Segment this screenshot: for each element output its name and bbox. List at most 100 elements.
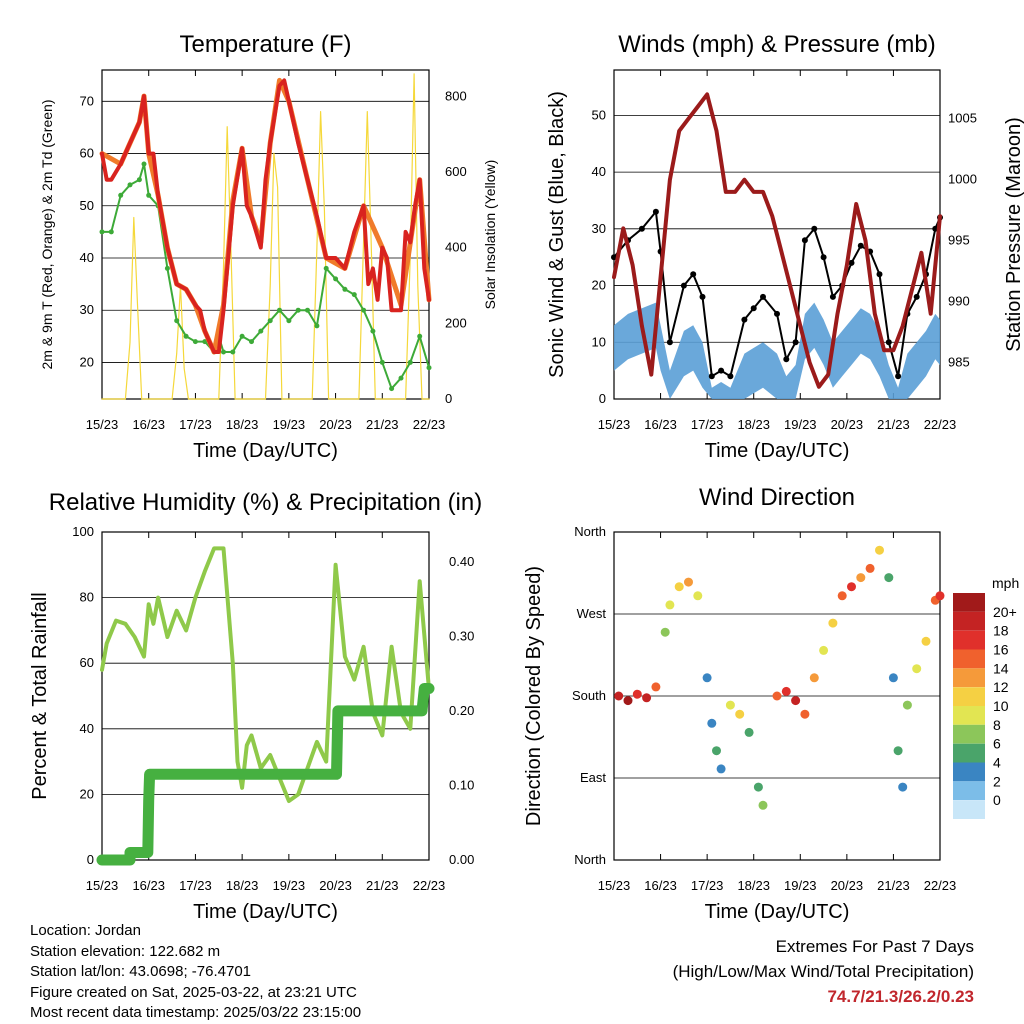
y-tick-label: North bbox=[574, 852, 606, 867]
panel-temperature bbox=[101, 69, 430, 400]
y2-tick-label: 0.00 bbox=[449, 852, 474, 867]
y-tick-label: 20 bbox=[80, 786, 94, 801]
y2-tick-label: 0.20 bbox=[449, 703, 474, 718]
direction-point bbox=[893, 746, 903, 756]
elevation-text: Station elevation: 122.682 m bbox=[30, 942, 221, 960]
x-tick-label: 17/23 bbox=[691, 417, 724, 432]
x-axis-title: Time (Day/UTC) bbox=[193, 901, 338, 923]
x-tick-label: 19/23 bbox=[273, 878, 306, 893]
legend-label: 20+ bbox=[993, 604, 1017, 620]
y2-tick-label: 985 bbox=[948, 354, 970, 369]
y-tick-label: West bbox=[577, 606, 607, 621]
pressure-line bbox=[612, 92, 942, 389]
y-tick-label: 0 bbox=[87, 852, 94, 867]
x-tick-label: 18/23 bbox=[737, 878, 770, 893]
solar-line bbox=[101, 73, 430, 400]
direction-point bbox=[856, 573, 866, 583]
x-tick-label: 21/23 bbox=[877, 878, 910, 893]
direction-point bbox=[632, 689, 642, 699]
legend-label: 0 bbox=[993, 792, 1001, 808]
x-tick-label: 20/23 bbox=[831, 417, 864, 432]
direction-point bbox=[660, 627, 670, 637]
station-info: Location: Jordan Station elevation: 122.… bbox=[30, 921, 361, 1024]
x-tick-label: 16/23 bbox=[644, 417, 677, 432]
legend-swatch bbox=[953, 593, 985, 612]
extremes-subheading: (High/Low/Max Wind/Total Precipitation) bbox=[672, 962, 974, 981]
x-tick-label: 18/23 bbox=[226, 878, 259, 893]
x-tick-label: 21/23 bbox=[366, 878, 399, 893]
x-tick-label: 15/23 bbox=[598, 878, 631, 893]
dewpoint-line bbox=[101, 163, 430, 390]
latlon-text: Station lat/lon: 43.0698; -76.4701 bbox=[30, 963, 252, 980]
x-tick-label: 20/23 bbox=[831, 878, 864, 893]
direction-point bbox=[665, 600, 675, 610]
extremes-heading: Extremes For Past 7 Days bbox=[775, 937, 974, 956]
y-tick-label: 70 bbox=[80, 93, 94, 108]
legend-label: 4 bbox=[993, 755, 1001, 771]
direction-point bbox=[651, 682, 661, 692]
x-tick-label: 15/23 bbox=[86, 417, 119, 432]
x-axis-title: Time (Day/UTC) bbox=[193, 440, 338, 462]
direction-point bbox=[712, 746, 721, 756]
location-text: Location: Jordan bbox=[30, 922, 141, 939]
x-tick-label: 17/23 bbox=[179, 417, 212, 432]
y2-tick-label: 1000 bbox=[948, 172, 977, 187]
x-tick-label: 17/23 bbox=[179, 878, 212, 893]
y2-axis-title: Station Pressure (Maroon) bbox=[1003, 117, 1024, 352]
direction-point bbox=[921, 636, 931, 646]
direction-point bbox=[884, 573, 894, 583]
direction-point bbox=[865, 563, 875, 573]
x-tick-label: 16/23 bbox=[132, 878, 165, 893]
temp2m-line bbox=[100, 78, 431, 354]
extremes-values: 74.7/21.3/26.2/0.23 bbox=[827, 987, 974, 1006]
x-tick-label: 17/23 bbox=[691, 878, 724, 893]
legend-label: 12 bbox=[993, 679, 1009, 695]
y2-tick-label: 1005 bbox=[948, 111, 977, 126]
x-tick-label: 19/23 bbox=[784, 878, 817, 893]
direction-point bbox=[935, 591, 945, 601]
legend-swatch bbox=[953, 781, 985, 801]
legend-label: 14 bbox=[993, 660, 1009, 676]
legend-label: 6 bbox=[993, 736, 1001, 752]
direction-point bbox=[693, 591, 703, 601]
humidity-line bbox=[100, 546, 431, 803]
y2-tick-label: 0.40 bbox=[449, 554, 474, 569]
x-tick-label: 20/23 bbox=[319, 878, 352, 893]
direction-point bbox=[753, 782, 763, 792]
legend-swatch bbox=[953, 762, 985, 782]
created-text: Figure created on Sat, 2025-03-22, at 23… bbox=[30, 983, 357, 1001]
y-tick-label: 60 bbox=[80, 655, 94, 670]
direction-point bbox=[623, 696, 633, 706]
legend-swatch bbox=[953, 743, 985, 763]
x-tick-label: 15/23 bbox=[86, 878, 119, 893]
x-tick-label: 22/23 bbox=[924, 878, 957, 893]
direction-point bbox=[716, 764, 726, 774]
chart-title: Wind Direction bbox=[699, 484, 855, 511]
y2-tick-label: 600 bbox=[445, 164, 467, 179]
chart-title: Temperature (F) bbox=[179, 31, 351, 58]
y-tick-label: 40 bbox=[80, 250, 94, 265]
direction-point bbox=[875, 545, 884, 555]
direction-point bbox=[800, 709, 810, 719]
y2-tick-label: 990 bbox=[948, 294, 970, 309]
y-tick-label: 30 bbox=[80, 302, 94, 317]
y-tick-label: 10 bbox=[592, 334, 606, 349]
direction-point bbox=[744, 727, 754, 737]
direction-point bbox=[674, 582, 684, 592]
y2-tick-label: 800 bbox=[445, 88, 467, 103]
x-tick-label: 15/23 bbox=[598, 417, 631, 432]
extremes-box: Extremes For Past 7 Days (High/Low/Max W… bbox=[673, 934, 974, 1009]
y2-tick-label: 400 bbox=[445, 240, 467, 255]
legend-swatch bbox=[953, 800, 985, 819]
y-tick-label: North bbox=[574, 524, 606, 539]
legend-swatch bbox=[953, 706, 985, 725]
temp9m-line bbox=[99, 77, 432, 355]
y-axis-title: Sonic Wind & Gust (Blue, Black) bbox=[546, 91, 568, 378]
direction-point bbox=[735, 709, 745, 719]
x-axis-title: Time (Day/UTC) bbox=[705, 440, 850, 462]
direction-point bbox=[707, 718, 717, 728]
y-tick-label: 80 bbox=[80, 590, 94, 605]
x-tick-label: 19/23 bbox=[784, 417, 817, 432]
y2-axis-title: Solar Insolation (Yellow) bbox=[482, 160, 498, 310]
direction-point bbox=[912, 664, 922, 674]
